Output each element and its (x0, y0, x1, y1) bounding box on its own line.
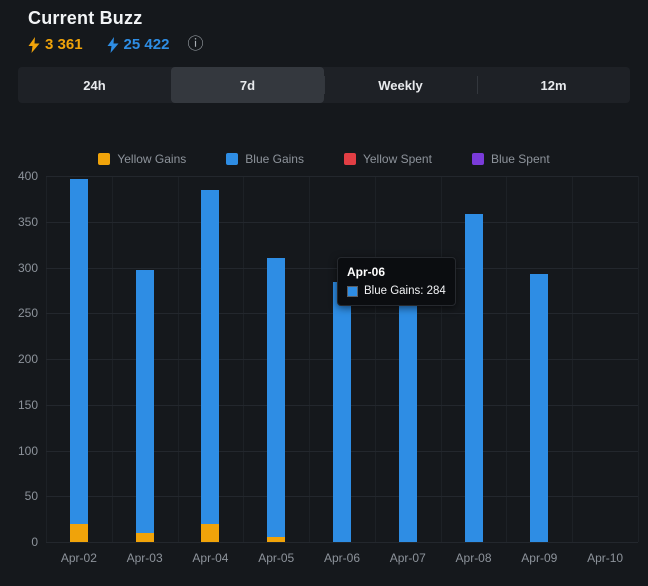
y-axis-label: 200 (17, 352, 38, 366)
info-icon[interactable]: ⓘ (187, 35, 204, 53)
legend-swatch (343, 153, 356, 165)
legend-item-blue-gains[interactable]: Blue Gains (226, 152, 304, 166)
y-axis-label: 150 (17, 397, 38, 412)
page-title: Current Buzz (28, 8, 143, 28)
x-axis-label: Apr-04 (192, 551, 229, 565)
plot-area: 400 350 300 250 200 150 100 50 0 Apr-02 Apr-03 Apr-… (18, 169, 639, 565)
legend-label: Blue Spent (490, 152, 550, 166)
chart-tooltip: Apr-06 Blue Gains: 284 (337, 257, 456, 306)
gridline-horizontal (46, 176, 638, 177)
y-axis-label: 400 (17, 169, 38, 183)
tooltip-title: Apr-06 (347, 265, 386, 279)
bar-segment-apr-05[interactable] (267, 258, 286, 538)
blue-buzz-stat: 25 422 (107, 36, 170, 53)
tooltip-label: Blue Gains: 284 (364, 285, 446, 297)
yellow-bolt-icon (28, 36, 40, 53)
yellow-buzz-value: 3 361 (45, 36, 83, 53)
time-range-tabs: 24h 7d Weekly 12m (18, 67, 630, 103)
gridline-horizontal (46, 221, 638, 223)
yellow-buzz-stat: 3 361 (28, 36, 83, 53)
legend-item-blue-spent[interactable]: Blue Spent (471, 152, 550, 166)
legend-label: Yellow Gains (117, 152, 187, 166)
x-axis-label: Apr-10 (587, 551, 624, 565)
blue-bolt-icon (107, 36, 119, 53)
bar-segment-apr-08[interactable] (464, 214, 483, 542)
y-axis-label: 300 (17, 260, 38, 275)
bar-segment-apr-04[interactable] (201, 189, 220, 524)
legend-swatch (471, 153, 484, 165)
bar-segment-apr-04[interactable] (201, 523, 220, 542)
y-axis-label: 50 (24, 489, 38, 504)
bar-segment-apr-05[interactable] (267, 537, 286, 542)
buzz-chart: Yellow Gains Blue Gains Yellow Spent Blue S… (0, 140, 648, 586)
y-axis-label: 350 (17, 214, 38, 229)
x-axis-label: Apr-09 (521, 551, 558, 565)
x-axis-label: Apr-07 (389, 551, 426, 565)
legend-swatch (98, 153, 111, 165)
gridline-horizontal (46, 542, 638, 543)
bar-segment-apr-02[interactable] (69, 523, 88, 542)
y-axis-label: 250 (17, 306, 38, 321)
tooltip-row: Blue Gains: 284 (347, 285, 446, 297)
tab-12m[interactable]: 12m (477, 67, 630, 103)
tab-24h[interactable]: 24h (83, 77, 106, 93)
legend-label: Blue Gains (245, 152, 304, 166)
bar-segment-apr-06[interactable] (333, 282, 351, 542)
legend-swatch (226, 153, 239, 165)
x-axis-label: Apr-08 (455, 551, 492, 565)
panel-header: Current Buzz 3 361 25 422 ⓘ (28, 8, 203, 53)
x-axis-label: Apr-02 (60, 551, 97, 565)
blue-buzz-value: 25 422 (123, 36, 170, 53)
chart-legend: Yellow Gains Blue Gains Yellow Spent Blue S… (0, 152, 648, 166)
gridline-vertical (638, 176, 639, 542)
bar-segment-apr-09[interactable] (530, 273, 549, 542)
buzz-stats: 3 361 25 422 ⓘ (28, 36, 203, 53)
bar-segment-apr-03[interactable] (135, 270, 154, 533)
bar-segment-apr-07[interactable] (398, 276, 417, 542)
legend-item-yellow-spent[interactable]: Yellow Spent (343, 152, 432, 166)
x-axis-label: Apr-06 (323, 551, 360, 565)
legend-label: Yellow Spent (362, 152, 432, 166)
x-axis-label: Apr-03 (126, 551, 163, 565)
tab-weekly[interactable]: Weekly (324, 67, 477, 103)
bar-segment-apr-02[interactable] (69, 178, 88, 524)
bar-segment-apr-03[interactable] (135, 532, 154, 542)
tab-7d[interactable]: 7d (171, 67, 324, 103)
tooltip-swatch (347, 285, 358, 297)
y-axis-label: 100 (17, 443, 38, 458)
x-axis-label: Apr-05 (258, 551, 295, 565)
y-axis-label: 0 (31, 535, 38, 549)
legend-item-yellow-gains[interactable]: Yellow Gains (98, 152, 186, 166)
